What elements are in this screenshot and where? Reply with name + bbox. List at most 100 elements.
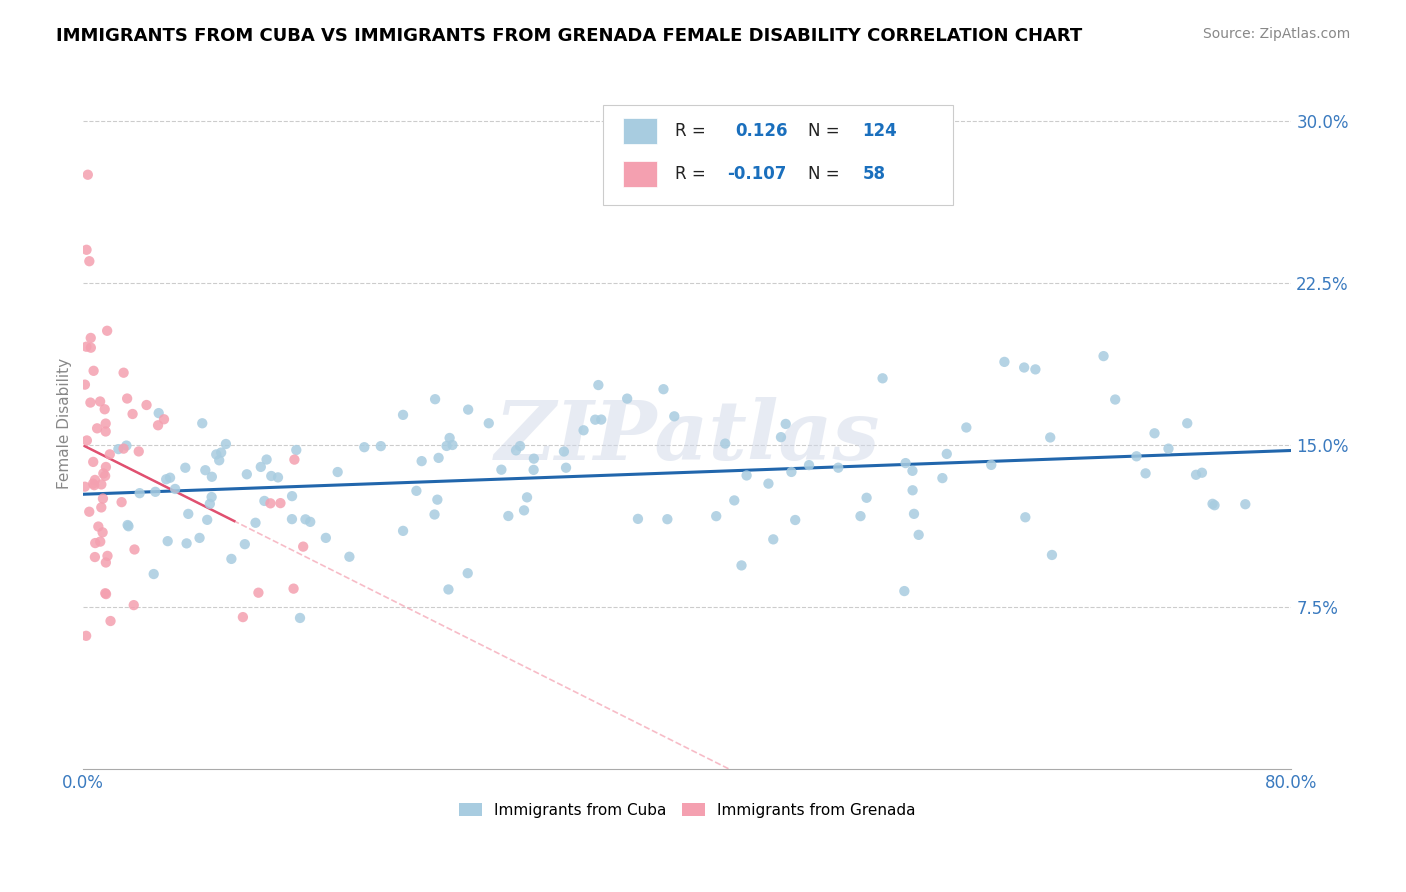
- Point: [236, 467, 259, 482]
- Point: [117, 518, 139, 533]
- Point: [730, 558, 752, 573]
- Point: [83, 478, 105, 492]
- Point: [86, 421, 108, 435]
- Text: IMMIGRANTS FROM CUBA VS IMMIGRANTS FROM GRENADA FEMALE DISABILITY CORRELATION CH: IMMIGRANTS FROM CUBA VS IMMIGRANTS FROM …: [56, 27, 1083, 45]
- Point: [256, 452, 278, 467]
- Point: [1104, 392, 1126, 407]
- Point: [281, 512, 304, 526]
- Point: [80, 341, 103, 355]
- Point: [523, 451, 546, 466]
- Point: [91, 491, 114, 506]
- Text: R =: R =: [675, 165, 711, 183]
- Point: [735, 468, 758, 483]
- Point: [523, 463, 546, 477]
- Point: [117, 519, 139, 533]
- Point: [1135, 467, 1157, 481]
- Point: [478, 416, 501, 430]
- Text: N =: N =: [808, 121, 845, 140]
- Point: [122, 598, 145, 612]
- Point: [1234, 497, 1257, 511]
- Text: 58: 58: [862, 165, 886, 183]
- Point: [591, 412, 613, 426]
- Point: [94, 587, 117, 601]
- Point: [176, 536, 198, 550]
- Point: [209, 445, 232, 459]
- Point: [555, 460, 578, 475]
- Point: [201, 470, 224, 484]
- Point: [292, 540, 315, 554]
- Point: [94, 469, 117, 483]
- Point: [91, 525, 114, 540]
- Point: [80, 331, 103, 345]
- Point: [128, 486, 150, 500]
- Point: [583, 412, 606, 426]
- Point: [931, 471, 953, 485]
- Point: [128, 444, 150, 458]
- Point: [89, 394, 111, 409]
- Point: [785, 513, 807, 527]
- Point: [980, 458, 1002, 472]
- Point: [827, 460, 849, 475]
- Point: [1012, 360, 1035, 375]
- Point: [135, 398, 157, 412]
- Point: [259, 496, 281, 510]
- Point: [935, 447, 957, 461]
- Point: [148, 406, 170, 420]
- Point: [89, 534, 111, 549]
- Point: [90, 500, 112, 515]
- Point: [73, 480, 96, 494]
- Point: [392, 408, 415, 422]
- Point: [797, 458, 820, 472]
- Point: [411, 454, 433, 468]
- Point: [76, 434, 98, 448]
- Point: [93, 467, 115, 481]
- Point: [94, 556, 117, 570]
- Point: [76, 168, 98, 182]
- Point: [121, 407, 143, 421]
- Point: [115, 392, 138, 406]
- Point: [491, 463, 513, 477]
- Point: [87, 519, 110, 533]
- Point: [153, 412, 176, 426]
- Point: [84, 473, 107, 487]
- Point: [872, 371, 894, 385]
- Point: [762, 533, 785, 547]
- Point: [96, 324, 118, 338]
- Point: [247, 585, 270, 599]
- Legend: Immigrants from Cuba, Immigrants from Grenada: Immigrants from Cuba, Immigrants from Gr…: [453, 797, 922, 824]
- Point: [498, 508, 520, 523]
- Point: [423, 392, 446, 407]
- Point: [221, 552, 243, 566]
- Point: [253, 494, 276, 508]
- Point: [245, 516, 267, 530]
- Point: [664, 409, 686, 424]
- Point: [849, 509, 872, 524]
- Point: [174, 460, 197, 475]
- Point: [893, 584, 915, 599]
- Text: R =: R =: [675, 121, 711, 140]
- Point: [513, 503, 536, 517]
- Point: [83, 364, 105, 378]
- Point: [73, 377, 96, 392]
- Point: [94, 586, 117, 600]
- Point: [588, 378, 610, 392]
- Point: [145, 484, 167, 499]
- Point: [75, 340, 97, 354]
- Point: [439, 431, 461, 445]
- Point: [77, 505, 100, 519]
- Point: [188, 531, 211, 545]
- Point: [194, 463, 217, 477]
- Point: [201, 490, 224, 504]
- Point: [84, 536, 107, 550]
- Point: [165, 482, 187, 496]
- Point: [288, 611, 311, 625]
- Point: [94, 460, 117, 475]
- Point: [627, 512, 650, 526]
- Point: [405, 483, 427, 498]
- Point: [177, 507, 200, 521]
- Point: [775, 417, 797, 431]
- Point: [155, 472, 177, 486]
- Point: [907, 528, 929, 542]
- Point: [299, 515, 322, 529]
- Point: [285, 442, 308, 457]
